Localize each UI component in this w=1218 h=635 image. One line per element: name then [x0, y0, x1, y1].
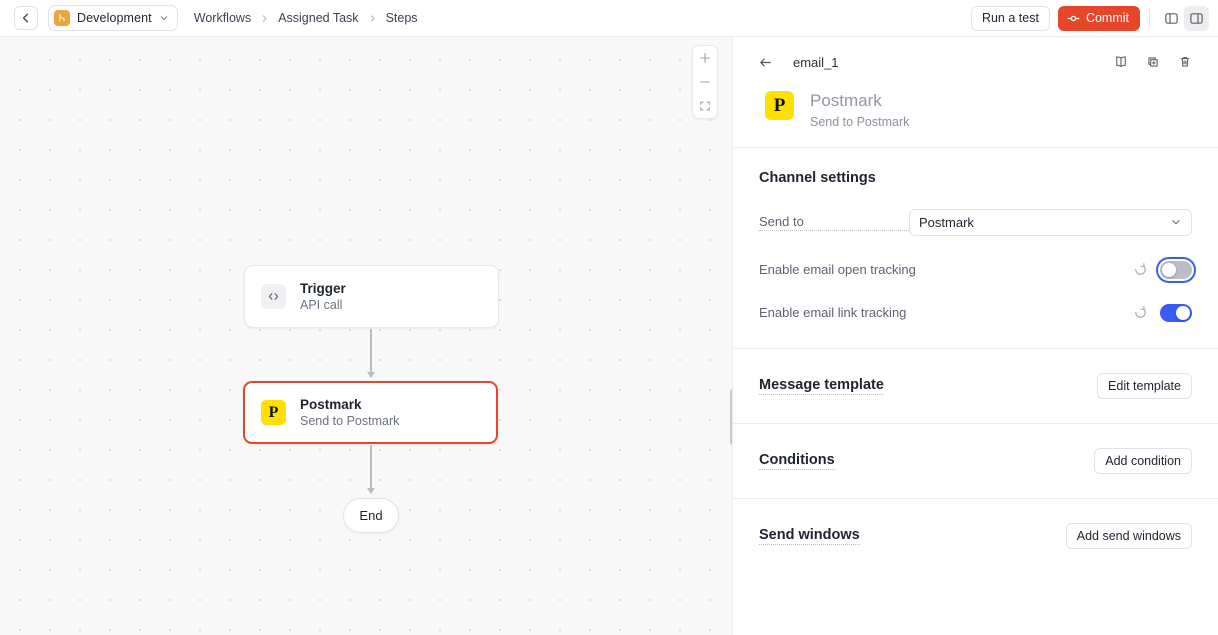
panel-left-icon[interactable]	[1159, 6, 1184, 31]
provider-title: Postmark	[810, 91, 882, 110]
breadcrumb: Workflows Assigned Task Steps	[194, 11, 418, 25]
postmark-logo-icon: P	[261, 400, 286, 425]
zoom-out-button[interactable]	[693, 70, 717, 94]
node-subtitle: Send to Postmark	[300, 414, 400, 429]
field-link-tracking: Enable email link tracking	[759, 303, 1192, 322]
commit-button-label: Commit	[1085, 11, 1129, 25]
open-tracking-toggle[interactable]	[1160, 260, 1192, 279]
section-title: Send windows	[759, 526, 860, 545]
panel-resize-handle[interactable]	[729, 389, 732, 445]
field-send-to: Send to Postmark	[759, 208, 1192, 236]
git-commit-icon	[1067, 12, 1080, 25]
field-open-tracking: Enable email open tracking	[759, 260, 1192, 279]
toolbar-divider	[1149, 9, 1150, 27]
step-key-label: email_1	[793, 54, 839, 70]
node-end[interactable]: End	[343, 498, 399, 533]
section-channel-settings: Channel settings Send to Postmark Enable…	[733, 146, 1218, 348]
code-brackets-icon	[261, 284, 286, 309]
book-icon[interactable]	[1108, 49, 1134, 75]
send-to-value: Postmark	[919, 214, 974, 230]
trash-icon[interactable]	[1172, 49, 1198, 75]
edge-trigger-to-postmark	[370, 329, 372, 377]
section-send-windows: Send windows Add send windows	[733, 497, 1218, 573]
add-send-windows-button[interactable]: Add send windows	[1065, 522, 1192, 549]
node-subtitle: API call	[300, 298, 343, 313]
link-tracking-toggle[interactable]	[1160, 303, 1192, 322]
environment-name: Development	[77, 11, 152, 25]
chevron-left-icon	[22, 13, 29, 23]
panel-back-button[interactable]	[753, 50, 777, 74]
run-a-test-button[interactable]: Run a test	[970, 5, 1050, 31]
breadcrumb-item-steps[interactable]: Steps	[385, 11, 418, 25]
section-title: Message template	[759, 376, 884, 395]
fit-screen-icon[interactable]	[693, 94, 717, 118]
node-end-label: End	[359, 508, 383, 523]
section-message-template: Message template Edit template	[733, 347, 1218, 423]
chevron-down-icon	[159, 13, 169, 23]
breadcrumb-item-workflows[interactable]: Workflows	[193, 11, 252, 25]
revert-icon[interactable]	[1133, 305, 1148, 320]
section-title: Channel settings	[759, 169, 876, 186]
revert-icon[interactable]	[1133, 262, 1148, 277]
edit-template-button[interactable]: Edit template	[1097, 372, 1192, 399]
commit-button[interactable]: Commit	[1057, 5, 1140, 31]
zoom-in-button[interactable]	[693, 46, 717, 70]
add-condition-button[interactable]: Add condition	[1094, 447, 1192, 474]
provider-subtitle: Send to Postmark	[810, 115, 910, 129]
postmark-logo-letter: P	[773, 95, 786, 116]
panel-right-icon[interactable]	[1184, 5, 1209, 31]
environment-selector[interactable]: Development	[48, 5, 178, 31]
chevron-down-icon	[1170, 216, 1182, 228]
node-trigger[interactable]: Trigger API call	[244, 265, 499, 328]
open-tracking-label: Enable email open tracking	[759, 262, 916, 277]
postmark-logo-icon: P	[765, 91, 794, 120]
section-title: Conditions	[759, 451, 835, 470]
provider-identity: P Postmark Send to Postmark	[747, 75, 1204, 129]
back-button[interactable]	[14, 6, 38, 30]
git-branch-icon	[54, 10, 70, 26]
zoom-controls	[692, 45, 718, 119]
workflow-canvas[interactable]: Trigger API call P Postmark Send to Post…	[0, 37, 733, 635]
link-tracking-label: Enable email link tracking	[759, 305, 907, 320]
send-to-select[interactable]: Postmark	[909, 208, 1192, 236]
send-to-label: Send to	[759, 214, 909, 231]
chevron-right-icon	[368, 14, 377, 23]
edge-postmark-to-end	[370, 445, 372, 493]
step-settings-panel: email_1	[733, 37, 1218, 635]
chevron-right-icon	[260, 14, 269, 23]
panel-header: email_1	[733, 37, 1218, 129]
duplicate-icon[interactable]	[1140, 49, 1166, 75]
section-conditions: Conditions Add condition	[733, 422, 1218, 498]
node-title: Postmark	[300, 396, 362, 412]
node-title: Trigger	[300, 280, 346, 296]
node-postmark[interactable]: P Postmark Send to Postmark	[243, 381, 498, 444]
postmark-logo-letter: P	[268, 403, 279, 421]
editor-body: Trigger API call P Postmark Send to Post…	[0, 37, 1218, 635]
top-toolbar: Development Workflows Assigned Task Step…	[0, 0, 1218, 37]
breadcrumb-item-assigned-task[interactable]: Assigned Task	[278, 11, 359, 25]
